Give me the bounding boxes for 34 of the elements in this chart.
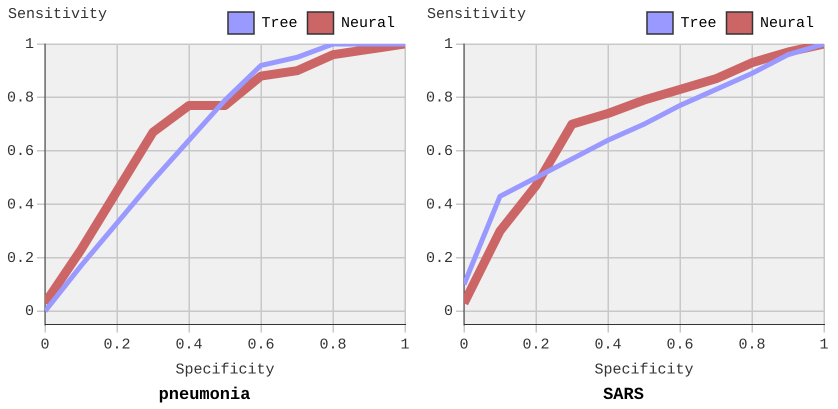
y-tick-label: 0.4 bbox=[426, 196, 454, 214]
y-tick-label: 0.8 bbox=[426, 89, 454, 106]
text: SARS bbox=[603, 386, 644, 406]
text: pneumonia bbox=[158, 386, 250, 406]
x-tick-label: 0.6 bbox=[666, 336, 694, 354]
legend-label: Tree bbox=[261, 14, 298, 32]
x-axis-title: Specificity bbox=[175, 362, 275, 379]
y-axis-title: Sensitivity bbox=[427, 6, 526, 23]
x-tick-label: 1 bbox=[400, 336, 410, 354]
legend-label: Neural bbox=[760, 14, 814, 32]
y-tick-label: 0.6 bbox=[6, 142, 34, 160]
legend-label: Neural bbox=[340, 14, 396, 32]
y-tick-label: 0.2 bbox=[6, 250, 34, 267]
y-tick-label: 0.4 bbox=[6, 196, 34, 214]
y-tick-label: 1 bbox=[444, 36, 454, 53]
x-tick-label: 0.4 bbox=[175, 336, 203, 354]
y-tick-label: 0 bbox=[444, 303, 454, 320]
x-tick-label: 1 bbox=[819, 336, 829, 354]
y-axis-title: Sensitivity bbox=[8, 6, 108, 23]
y-tick-label: 0.8 bbox=[6, 89, 34, 106]
x-tick-label: 0.2 bbox=[103, 336, 131, 354]
x-tick-label: 0 bbox=[459, 336, 469, 354]
x-tick-label: 0.4 bbox=[594, 336, 622, 354]
y-tick-label: 0.6 bbox=[426, 142, 454, 160]
y-tick-label: 0 bbox=[24, 303, 34, 320]
y-tick-label: 0.2 bbox=[426, 250, 454, 267]
legend-label: Tree bbox=[680, 14, 716, 32]
x-axis-title: Specificity bbox=[594, 362, 694, 379]
x-tick-label: 0.6 bbox=[247, 336, 275, 354]
x-tick-label: 0.2 bbox=[522, 336, 550, 354]
x-tick-label: 0 bbox=[40, 336, 50, 354]
y-tick-label: 1 bbox=[24, 36, 34, 53]
x-tick-label: 0.8 bbox=[319, 336, 347, 354]
x-tick-label: 0.8 bbox=[738, 336, 766, 354]
